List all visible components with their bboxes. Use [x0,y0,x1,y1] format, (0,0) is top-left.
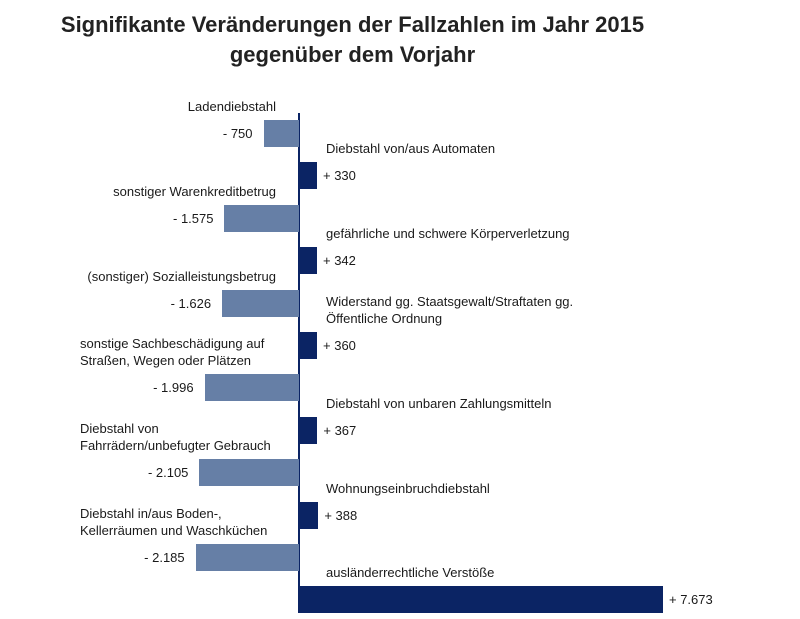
category-label: Widerstand gg. Staatsgewalt/Straftaten g… [326,294,574,326]
data-label: + 342 [323,253,356,269]
chart-title-line-2: gegenüber dem Vorjahr [229,42,476,67]
data-label: - 2.185 [144,550,185,565]
data-label: + 330 [323,168,356,184]
bar-negative [222,289,299,317]
data-label: + 7.673 [669,592,713,608]
data-label: - 1.626 [170,295,212,311]
data-label: - 1.575 [173,210,214,226]
data-label: + 388 [324,507,358,523]
bar-negative [263,120,299,147]
bar-negative [224,204,299,232]
category-label: ausländerrechtliche Verstöße [326,565,495,581]
category-label: sonstiger Warenkreditbetrug [113,183,276,199]
data-label: + 360 [323,338,356,353]
data-label: + 367 [323,422,357,438]
zero-axis-line [298,113,300,613]
bar-positive [300,162,317,190]
category-label: Diebstahl von unbaren Zahlungsmitteln [326,395,552,411]
bar-positive [300,332,318,359]
bar-negative [204,374,299,402]
bar-negative [199,459,299,487]
bar-positive [300,416,318,444]
category-label: Diebstahl von Fahrrädern/unbefugter Gebr… [80,421,271,454]
bar-positive [300,586,663,614]
bar-positive [300,501,319,529]
category-label: Diebstahl in/aus Boden-, Kellerräumen un… [80,506,268,538]
bar-positive [300,247,317,275]
category-label: Ladendiebstahl [187,99,276,114]
data-label: - 1.996 [153,380,194,396]
data-label: - 2.105 [147,465,189,481]
category-label: gefährliche und schwere Körperverletzung [326,226,570,242]
bar-negative [195,544,299,571]
category-label: Diebstahl von/aus Automaten [326,141,496,157]
data-label: - 750 [222,126,253,141]
category-label: sonstige Sachbeschädigung auf Straßen, W… [80,336,265,369]
chart-title-line-1: Signifikante Veränderungen der Fallzahle… [60,12,645,37]
category-label: (sonstiger) Sozialleistungsbetrug [87,268,276,284]
chart-title: Signifikante Veränderungen der Fallzahle… [0,10,705,70]
category-label: Wohnungseinbruchdiebstahl [326,480,490,496]
